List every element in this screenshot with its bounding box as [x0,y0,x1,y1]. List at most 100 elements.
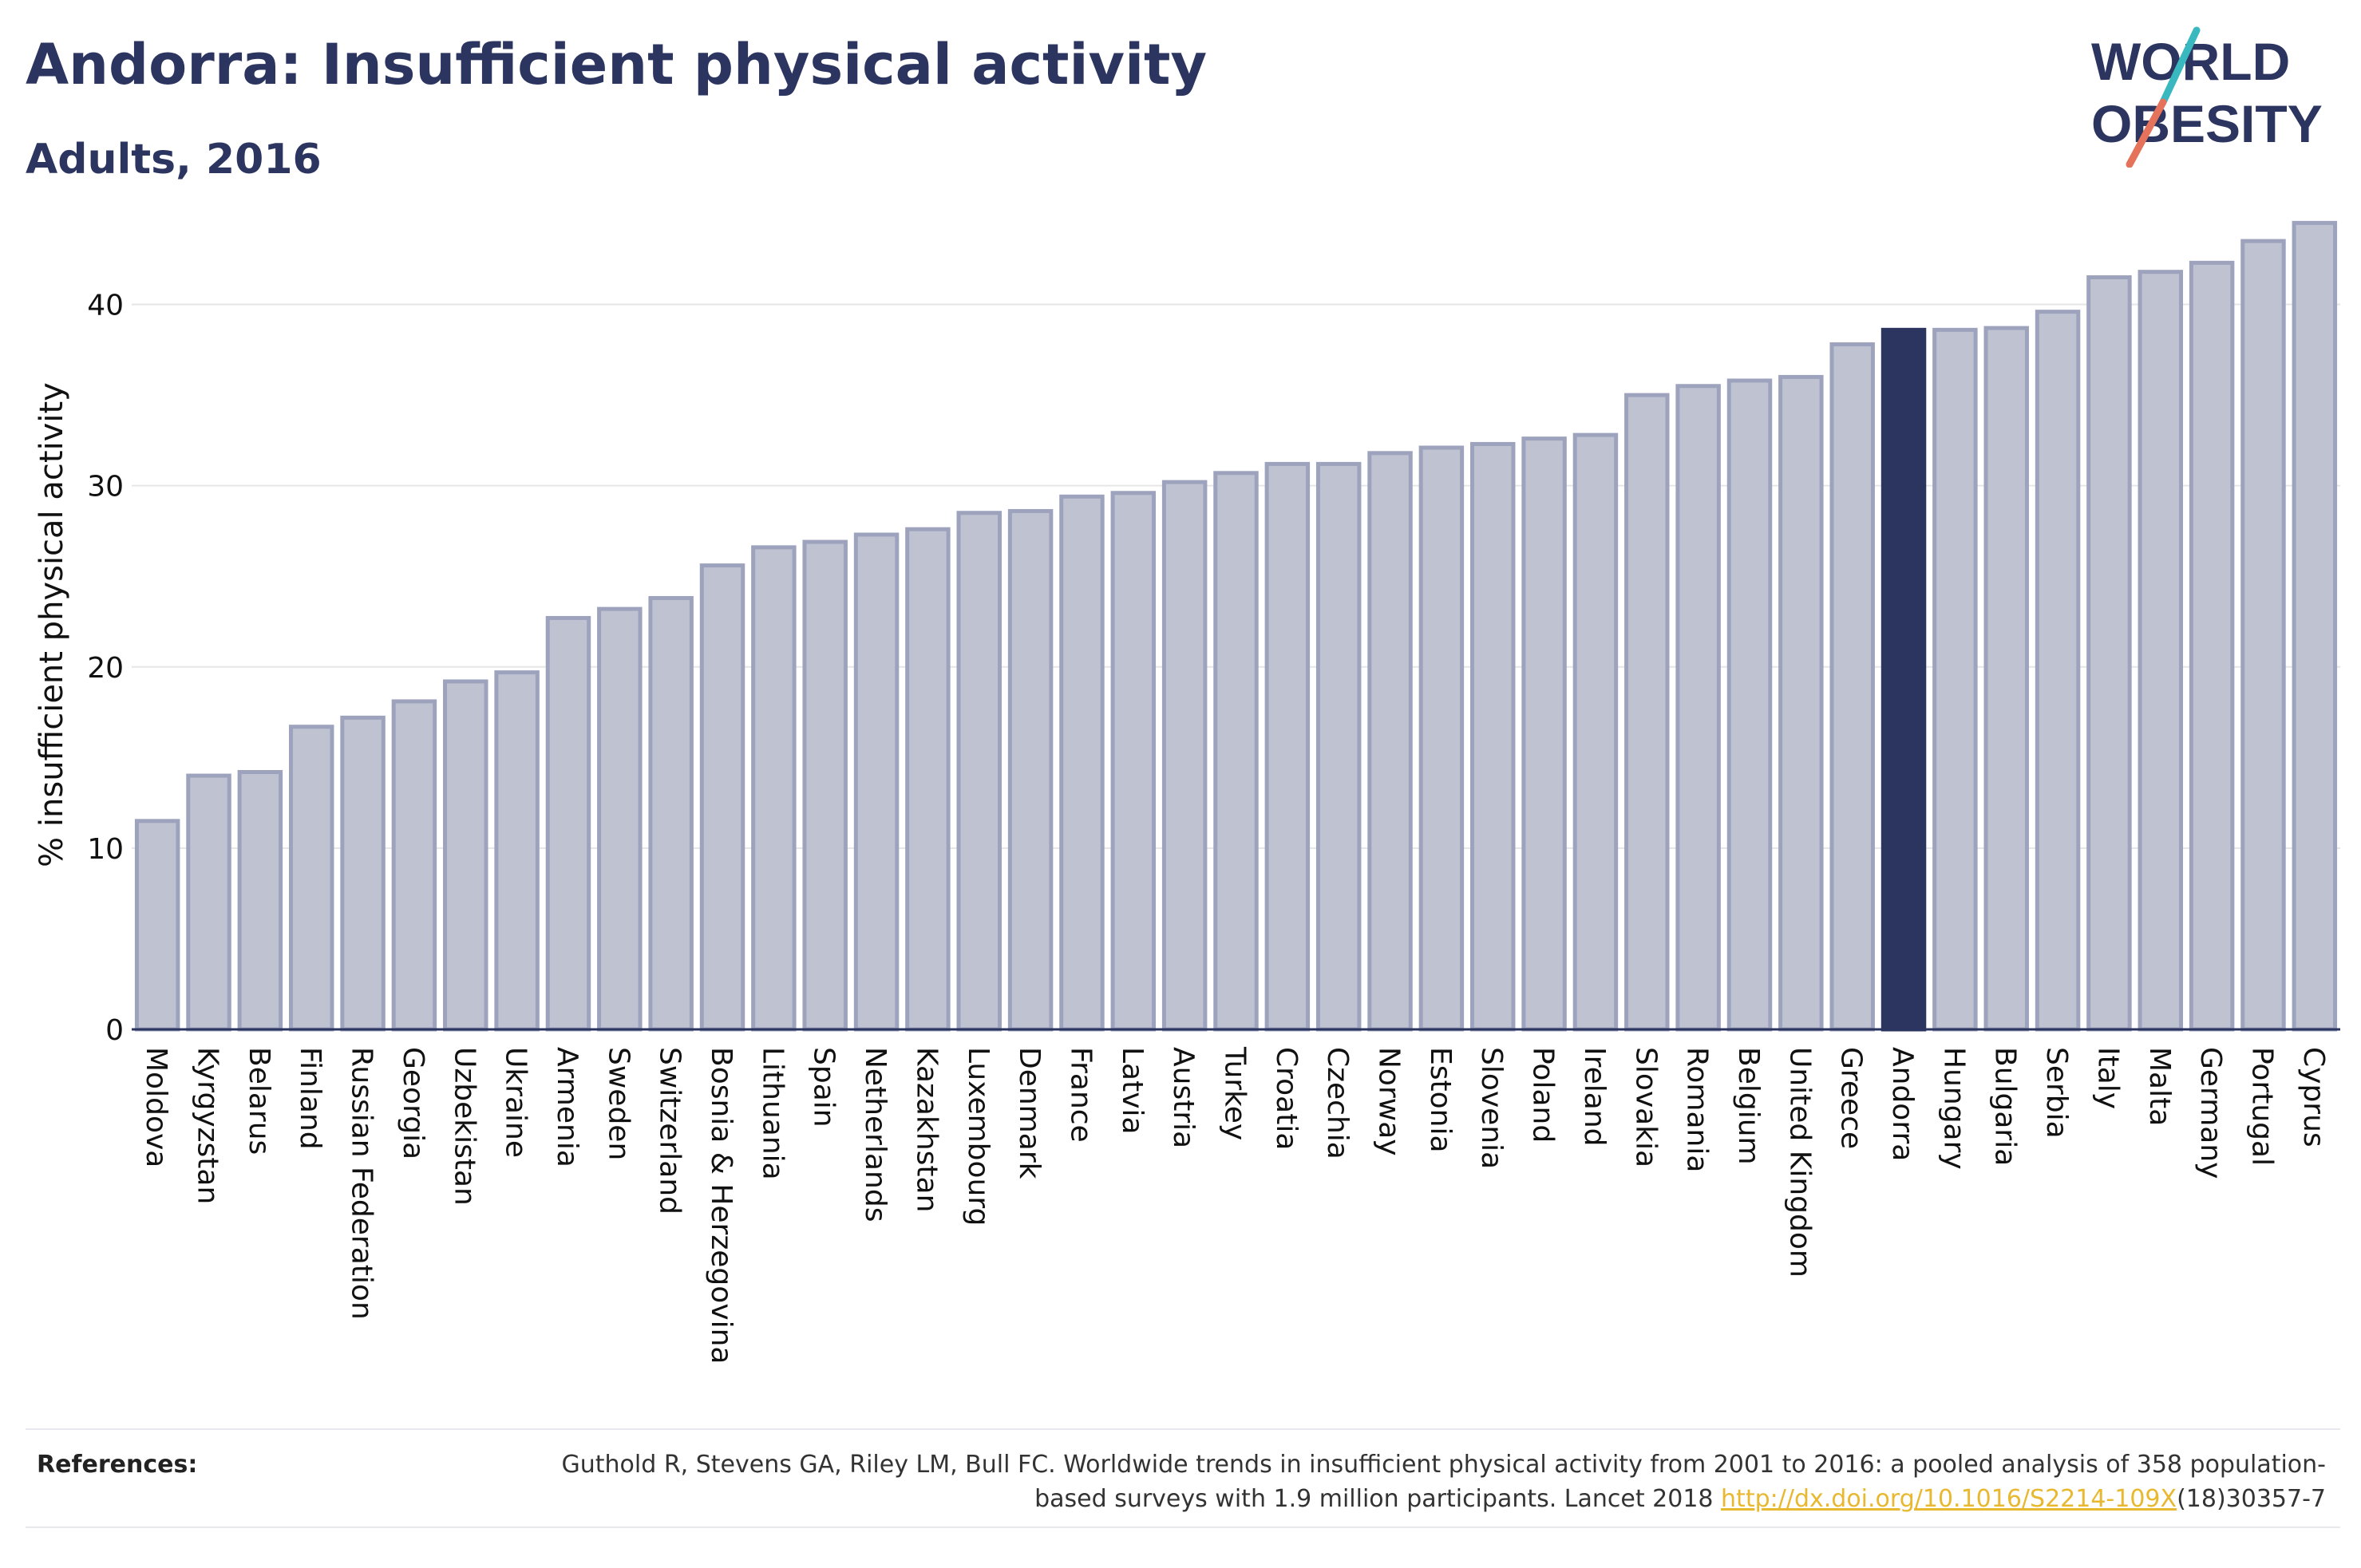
x-tick-label: Andorra [1886,1047,1919,1161]
page-subtitle: Adults, 2016 [26,136,322,184]
x-tick-label: Hungary [1937,1047,1970,1170]
bar [134,819,180,1032]
bar [1059,494,1105,1032]
x-tick-label: Romania [1681,1047,1714,1172]
x-tick-label: Switzerland [654,1047,686,1215]
x-tick-label: Armenia [551,1047,583,1167]
bar [597,606,643,1032]
bar [1778,374,1824,1032]
reference-citation-end: (18)30357-7 [2177,1485,2326,1513]
y-axis-label: % insufficient physical activity [34,382,70,867]
x-tick-label: Slovenia [1475,1047,1508,1169]
logo-slash-coral [2126,98,2167,168]
bar [288,725,334,1032]
logo-line-2: OBESITY [2091,94,2323,153]
reference-citation: Guthold R, Stevens GA, Riley LM, Bull FC… [561,1451,2326,1513]
bar [2035,310,2081,1032]
x-tick-label: Latvia [1116,1047,1149,1135]
bar [1470,441,1516,1032]
y-tick-label: 20 [87,652,124,685]
x-tick-label: France [1064,1047,1097,1143]
x-tick-label: Turkey [1219,1046,1252,1140]
y-tick-label: 40 [87,290,124,322]
x-tick-label: Italy [2091,1047,2124,1109]
bar [1161,480,1208,1032]
bar [853,532,900,1032]
y-tick-label: 0 [105,1014,124,1047]
x-tick-label: Greece [1835,1047,1868,1149]
bar [2189,260,2235,1032]
bar [494,670,540,1032]
x-tick-label: Malta [2143,1047,2176,1126]
x-tick-label: Netherlands [859,1047,892,1222]
x-tick-label: Spain [808,1047,840,1128]
x-tick-label: Uzbekistan [448,1047,481,1206]
bar [1675,384,1721,1032]
x-tick-label: Moldova [140,1047,172,1167]
y-tick-label: 30 [87,471,124,504]
footer-divider-bottom [26,1527,2340,1528]
x-tick-label: Czechia [1321,1047,1354,1159]
x-tick-label: United Kingdom [1783,1047,1816,1278]
bar [956,511,1002,1032]
bar [905,527,951,1032]
footer-divider-top [26,1428,2340,1430]
x-tick-label: Ireland [1578,1047,1611,1147]
bar [699,563,745,1032]
x-tick-label: Finland [294,1047,326,1150]
logo-slash-teal [2159,26,2201,106]
x-tick-label: Croatia [1270,1047,1303,1150]
bar [1983,326,2029,1032]
bar [340,715,386,1032]
bar [1264,461,1311,1032]
bar [1213,471,1259,1032]
x-tick-label: Bulgaria [1989,1047,2022,1166]
bar [1726,378,1773,1032]
bar [443,679,488,1032]
reference-link[interactable]: http://dx.doi.org/10.1016/S2214-109X [1721,1485,2177,1513]
x-tick-label: Kyrgyzstan [192,1047,224,1204]
bar [1572,432,1619,1032]
bar [1932,327,1978,1032]
bar [545,615,591,1032]
x-tick-label: Luxembourg [962,1047,995,1226]
bar [1624,393,1670,1032]
bar [2138,270,2184,1032]
y-tick-label: 10 [87,833,124,866]
bar [237,770,283,1032]
x-tick-label: Sweden [602,1047,635,1160]
x-tick-label: Belarus [243,1047,275,1155]
references-text: Guthold R, Stevens GA, Riley LM, Bull FC… [490,1448,2326,1516]
x-tick-label: Cyprus [2297,1047,2330,1147]
x-axis-labels: Moldova Kyrgyzstan Belarus Finland Russian F… [140,1046,2330,1364]
x-tick-label: Portugal [2245,1047,2278,1166]
bar-chart: 0 10 20 30 40 Moldova Kyrgyzstan Belarus Finlan… [34,220,2340,1364]
bar [1521,436,1567,1032]
x-tick-label: Kazakhstan [910,1047,943,1212]
bar [1418,445,1465,1032]
x-tick-label: Estonia [1424,1047,1457,1153]
x-tick-label: Lithuania [756,1047,789,1180]
bar [391,699,437,1032]
bar [1007,508,1054,1032]
y-axis-ticks: 0 10 20 30 40 [87,290,124,1047]
references-label: References: [37,1451,198,1479]
bar [648,595,694,1032]
bar [2240,239,2286,1032]
x-tick-label: Ukraine [500,1047,532,1158]
x-tick-label: Germany [2194,1047,2227,1179]
world-obesity-logo: WORLD OBESITY [2091,26,2323,168]
x-tick-label: Denmark [1013,1047,1046,1179]
bar [1315,461,1362,1032]
bar [2086,274,2132,1032]
x-tick-label: Belgium [1732,1047,1765,1165]
bar [1110,491,1157,1032]
bar [751,545,797,1032]
x-tick-label: Poland [1527,1047,1560,1143]
x-tick-label: Bosnia & Herzegovina [705,1047,738,1364]
bar [186,773,231,1032]
bar [802,539,848,1032]
bar [2292,220,2338,1032]
page-title: Andorra: Insufficient physical activity [26,32,1208,97]
bar-highlight [1880,327,1927,1032]
